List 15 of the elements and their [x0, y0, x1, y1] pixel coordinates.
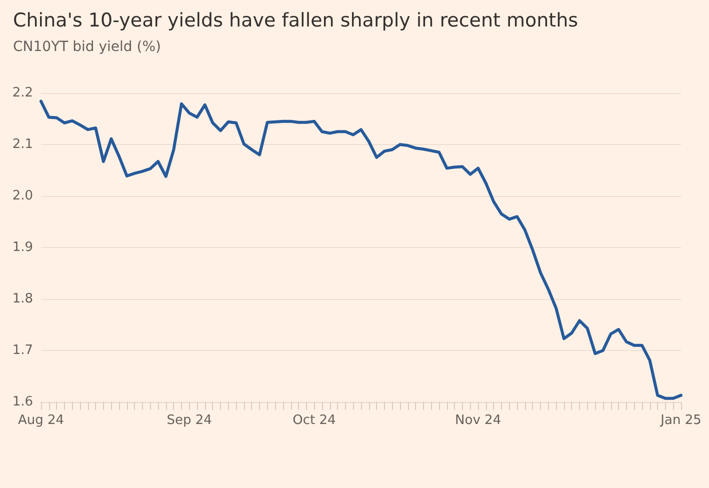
y-tick-label: 1.8 — [12, 292, 33, 306]
line-series — [40, 100, 682, 400]
y-tick-label: 2.2 — [12, 86, 33, 100]
chart-subtitle: CN10YT bid yield (%) — [13, 39, 161, 55]
x-tick-label: Oct 24 — [292, 413, 336, 428]
x-tick-label: Sep 24 — [166, 413, 212, 428]
y-tick-label: 2.0 — [12, 188, 33, 204]
y-tick-label: 2.1 — [12, 137, 33, 152]
x-tick-label: Jan 25 — [660, 413, 702, 428]
x-tick-label: Aug 24 — [18, 413, 64, 428]
y-tick-label: 1.6 — [12, 394, 33, 410]
y-tick-label: 1.9 — [12, 240, 33, 255]
chart-title: China's 10-year yields have fallen sharply in recent months — [13, 10, 578, 32]
y-tick-label: 1.7 — [12, 343, 33, 358]
x-tick-label: Nov 24 — [455, 413, 502, 428]
